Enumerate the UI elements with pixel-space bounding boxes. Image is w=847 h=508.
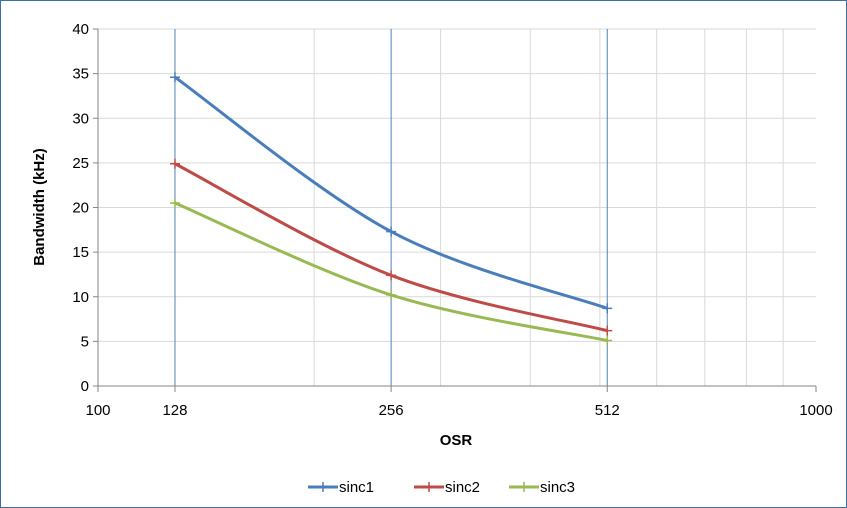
y-axis-title: Bandwidth (kHz) bbox=[31, 148, 48, 266]
y-tick-label: 20 bbox=[72, 200, 89, 217]
legend: sinc1 sinc2 sinc3 bbox=[308, 479, 575, 496]
y-tick-label: 40 bbox=[72, 21, 89, 38]
legend-item-sinc2: sinc2 bbox=[414, 479, 480, 496]
y-tick-label: 10 bbox=[72, 289, 89, 306]
x-tick-label: 100 bbox=[85, 402, 110, 419]
y-tick-label: 30 bbox=[72, 110, 89, 127]
x-tick-label: 512 bbox=[595, 402, 620, 419]
x-axis-title: OSR bbox=[440, 432, 473, 449]
legend-label: sinc1 bbox=[339, 479, 374, 496]
y-tick-label: 25 bbox=[72, 155, 89, 172]
legend-item-sinc3: sinc3 bbox=[509, 479, 575, 496]
y-tick-label: 35 bbox=[72, 66, 89, 83]
x-tick-label: 1000 bbox=[799, 402, 832, 419]
y-tick-label: 0 bbox=[81, 378, 89, 395]
legend-item-sinc1: sinc1 bbox=[308, 479, 374, 496]
x-tick-label: 128 bbox=[162, 402, 187, 419]
legend-label: sinc3 bbox=[540, 479, 575, 496]
x-tick-label: 256 bbox=[379, 402, 404, 419]
y-tick-label: 5 bbox=[81, 333, 89, 350]
y-tick-label: 15 bbox=[72, 244, 89, 261]
legend-label: sinc2 bbox=[445, 479, 480, 496]
